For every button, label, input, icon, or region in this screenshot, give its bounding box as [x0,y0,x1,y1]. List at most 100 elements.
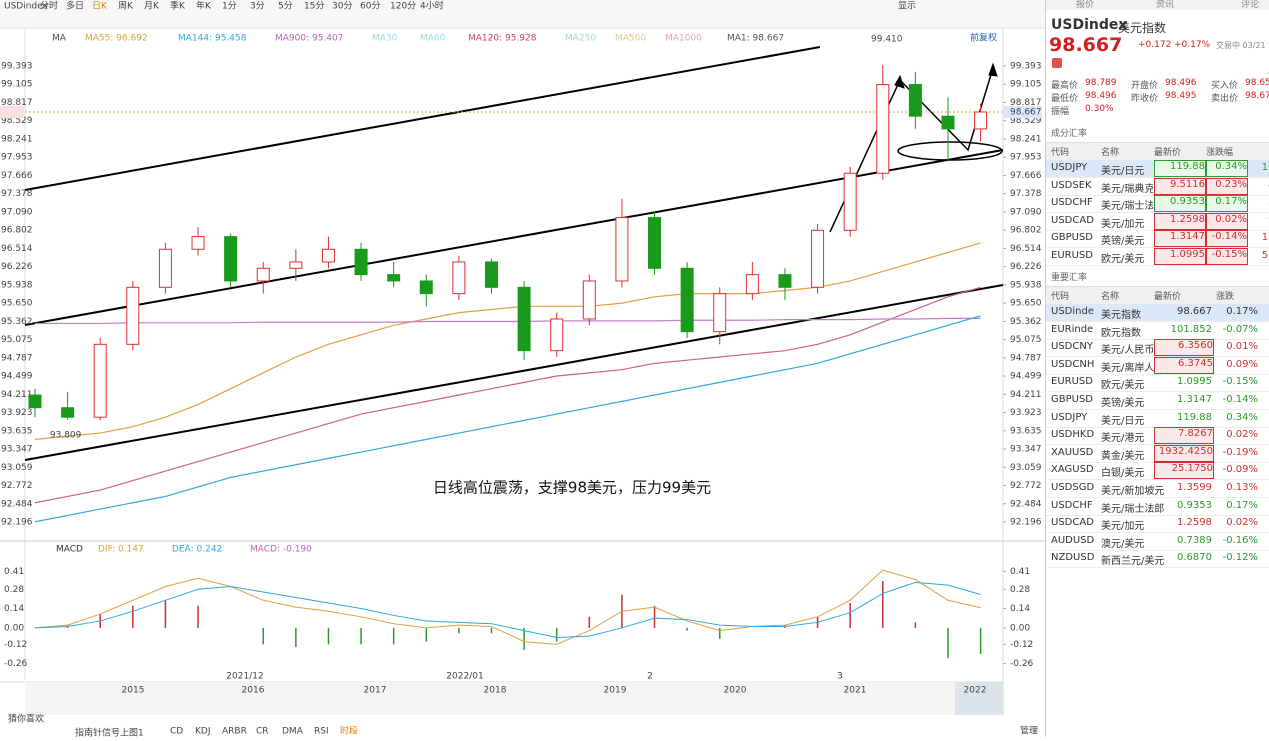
toolbar-symbol[interactable]: USDindex [4,2,49,12]
table-row[interactable]: AUDUSD 澳元/美元 0.7389 -0.16% [1046,533,1269,551]
period-tab[interactable]: 1分 [222,1,237,12]
y-tick-label: 98.817 [1010,98,1042,108]
candle-body [843,172,857,231]
percent: +0.17% [1174,40,1211,50]
period-tab[interactable]: 30分 [332,1,352,12]
y-tick-label: 95.650 [1010,299,1042,309]
table-row[interactable]: XAGUSD 白银/美元 25.1750 -0.09% [1046,462,1269,481]
table-row[interactable]: USDCAD 美元/加元 1.2598 0.02% [1046,515,1269,534]
period-tab[interactable]: 季K [170,0,186,12]
adjust-button[interactable]: 前复权 [970,32,997,44]
table-row[interactable]: USDCNY 美元/人民币 6.3560 0.01% [1046,339,1269,358]
y-tick-label-left: 97.378 [1,189,33,199]
y-tick-label: 95.362 [1010,317,1042,327]
table-cell: 美元/人民币 [1101,345,1155,357]
trendline [24,46,821,191]
quote-panel: 报价 资讯 评论 USDindex 美元指数 98.667 +0.172 +0.17% 交易中 … [1045,0,1269,737]
tab[interactable]: 资讯 [1156,0,1175,10]
period-tab[interactable]: 5分 [278,1,293,12]
table-cell: 英镑/美元 [1101,398,1145,409]
period-tab[interactable]: 多日 [66,0,84,12]
period-tab[interactable]: 3分 [250,1,265,12]
candle-body [876,84,890,174]
period-tab[interactable]: 120分 [390,1,416,12]
period-tab[interactable]: 周K [118,1,134,12]
y-tick-label-left: 97.090 [1,207,33,217]
navigator-window[interactable] [955,682,1003,715]
table-cell: 1932.4250 [1154,444,1214,462]
ma-legend: MA60 [420,34,446,44]
table-cell: EURinde [1051,323,1094,335]
ma-legend: MA900: 95.407 [275,34,343,44]
candle-body [93,343,107,418]
y-tick-label: 96.802 [1010,226,1042,236]
table-cell: 美元指数 [1101,310,1141,321]
time-label: 2 [647,672,653,682]
indicator-tab[interactable]: KDJ [195,727,211,737]
table-row[interactable]: USDJPY 美元/日元 119.880.34% 13.6 [1046,160,1269,178]
period-tab[interactable]: 日K [92,1,108,12]
y-tick-label: 93.635 [1010,426,1042,436]
stat-value: 98.495 [1165,91,1197,101]
header-cell: 涨跌 [1216,292,1235,302]
toolbar-display[interactable]: 显示 [898,1,916,12]
table-row[interactable]: USDHKD 美元/港元 7.8267 0.02% [1046,427,1269,446]
table-row[interactable]: GBPUSD 英镑/美元 1.3147-0.14% 11.9 [1046,230,1269,249]
table-row[interactable]: EURUSD 欧元/美元 1.0995-0.15% 57.6 [1046,248,1269,266]
navigator-year: 2019 [604,686,627,696]
table-row[interactable]: USDCHF 美元/瑞士法郎 0.9353 0.17% [1046,498,1269,516]
period-tab[interactable]: 15分 [304,1,324,12]
table-row[interactable]: USDSGD 美元/新加坡元 1.3599 0.13% [1046,480,1269,498]
indicator-tab[interactable]: ARBR [222,727,247,737]
tab[interactable]: 报价 [1076,0,1095,10]
header-cell: 最新价 [1154,148,1182,158]
table-cell: 1.0995 [1177,376,1212,388]
y-tick-label: 99.105 [1010,80,1042,90]
annotation: 日线高位震荡，支撑98美元，压力99美元 [433,479,711,497]
table-row[interactable]: NZDUSD 新西兰元/美元 0.6870 -0.12% [1046,550,1269,569]
y-tick-label: 96.514 [1010,244,1042,254]
indicator-tab[interactable]: DMA [282,727,304,737]
indicator-tab[interactable]: CD [170,727,183,737]
y-tick-label: 94.499 [1010,372,1042,382]
macd-tick-label-left: -0.26 [4,659,28,669]
y-tick-label-left: 99.105 [1,80,33,90]
y-tick-label-left: 98.529 [1,116,33,126]
macd-tick-label-left: 0.14 [4,604,24,614]
table-row[interactable]: EURinde 欧元指数 101.852 -0.07% [1046,322,1269,340]
candle-body [615,217,629,282]
indicator-tab[interactable]: 时段 [340,725,358,737]
table-cell: USDHKD [1051,429,1095,441]
macd-tick-label-left: 0.00 [4,623,24,633]
table-row[interactable]: XAUUSD 黄金/美元 1932.4250 -0.19% [1046,444,1269,463]
table-row[interactable]: USDinde 美元指数 98.667 0.17% [1046,304,1269,322]
table-row[interactable]: EURUSD 欧元/美元 1.0995 -0.15% [1046,374,1269,393]
y-tick-label-left: 92.772 [1,481,33,491]
ma-line [34,242,981,440]
tab-bar [1046,0,1269,10]
table-cell: 美元/加元 [1101,521,1145,533]
period-tab[interactable]: 4小时 [420,0,444,12]
y-tick-label: 94.211 [1010,390,1042,400]
tab[interactable]: 评论 [1241,0,1260,10]
period-tab[interactable]: 分时 [40,0,58,12]
period-tab[interactable]: 月K [144,1,160,12]
indicator-tab[interactable]: RSI [314,727,329,737]
navigator[interactable] [25,682,1003,715]
indicator-tab[interactable]: CR [256,727,269,737]
table-row[interactable]: USDJPY 美元/日元 119.88 0.34% [1046,410,1269,428]
y-tick-label: 92.196 [1010,518,1042,528]
table-cell: USDSGD [1051,482,1095,493]
period-tab[interactable]: 年K [196,0,212,12]
stat-label: 卖出价 [1211,94,1239,104]
table-row[interactable]: USDCNH 美元/离岸人民币6.3745 0.09% [1046,356,1269,375]
candle-body [908,84,922,117]
period-tab[interactable]: 60分 [360,1,380,12]
table-row[interactable]: GBPUSD 英镑/美元 1.3147 -0.14% [1046,392,1269,410]
table-cell: -0.14% [1222,394,1258,405]
manage: 管理 [1020,725,1038,737]
y-tick-label-left: 94.499 [1,372,33,382]
